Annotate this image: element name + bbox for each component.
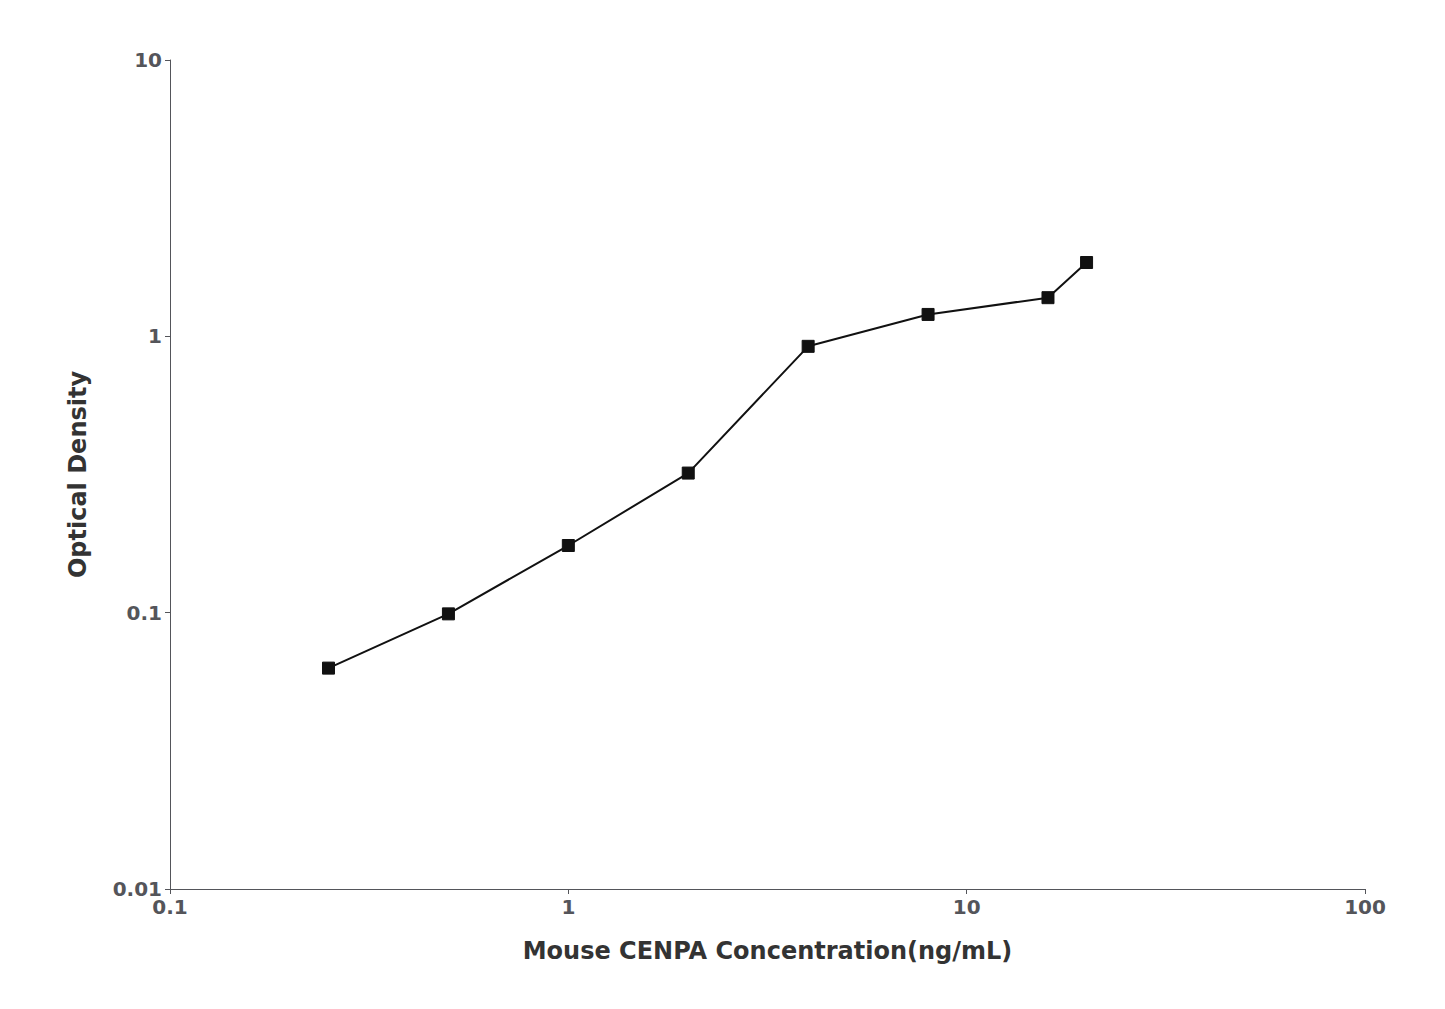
svg-text:Mouse CENPA Concentration(ng/m: Mouse CENPA Concentration(ng/mL) — [523, 937, 1013, 965]
svg-text:10: 10 — [134, 48, 162, 72]
svg-text:10: 10 — [953, 895, 981, 919]
svg-text:0.1: 0.1 — [152, 895, 187, 919]
svg-text:100: 100 — [1344, 895, 1386, 919]
svg-text:0.01: 0.01 — [112, 877, 162, 901]
svg-text:0.1: 0.1 — [127, 601, 162, 625]
svg-text:Optical Density: Optical Density — [64, 371, 92, 579]
svg-text:1: 1 — [148, 324, 162, 348]
svg-text:1: 1 — [561, 895, 575, 919]
